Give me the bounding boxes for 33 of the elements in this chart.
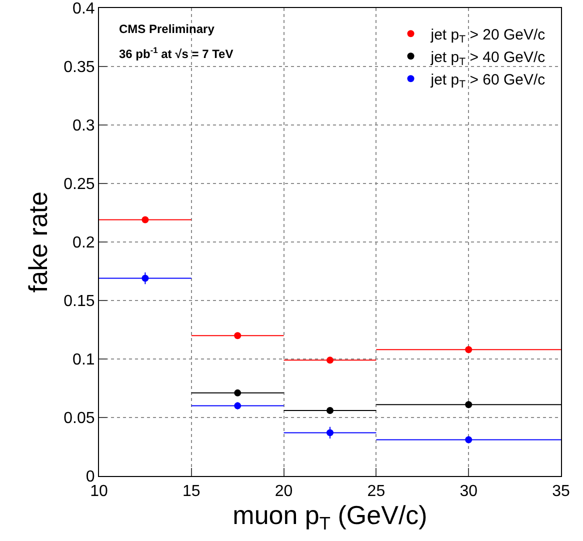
- point: [142, 274, 149, 282]
- x-axis-title: muon p$_{T}$ (GeV/c): [232, 500, 428, 534]
- point: [234, 402, 242, 410]
- x-tick-label: 15: [182, 483, 200, 500]
- legend-label: jet p$_{T}$ > 20 GeV/c: [430, 26, 546, 46]
- x-tick-label: 25: [367, 483, 386, 500]
- point: [142, 216, 149, 224]
- y-tick-label: 0.3: [72, 118, 95, 135]
- point: [326, 356, 334, 364]
- x-tick-label: 10: [90, 483, 108, 500]
- point: [326, 429, 334, 436]
- point: [465, 436, 472, 444]
- annotation: CMS Preliminary: [119, 22, 215, 36]
- x-tick-label: 35: [552, 483, 570, 500]
- y-tick-label: 0.15: [64, 293, 95, 310]
- y-tick-label: 0.35: [64, 59, 95, 76]
- annotation: 36 pb$^{-1}$ at √s = 7 TeV: [119, 45, 234, 62]
- y-tick-label: 0.4: [72, 0, 95, 18]
- legend-label: jet p$_{T}$ > 60 GeV/c: [430, 71, 546, 91]
- y-tick-label: 0.05: [64, 410, 95, 428]
- y-tick-label: 0.25: [64, 176, 95, 194]
- point: [234, 332, 242, 340]
- point: [465, 401, 472, 408]
- point: [326, 406, 334, 414]
- y-tick-label: 0: [86, 468, 95, 486]
- x-tick-label: 20: [274, 483, 293, 500]
- y-tick-label: 0.1: [72, 352, 95, 369]
- legend-label: jet p$_{T}$ > 40 GeV/c: [430, 48, 546, 68]
- x-tick-label: 30: [460, 483, 478, 500]
- point: [465, 346, 472, 354]
- y-tick-label: 0.2: [72, 234, 95, 252]
- y-axis-title: fake rate: [23, 191, 54, 293]
- point: [234, 389, 242, 396]
